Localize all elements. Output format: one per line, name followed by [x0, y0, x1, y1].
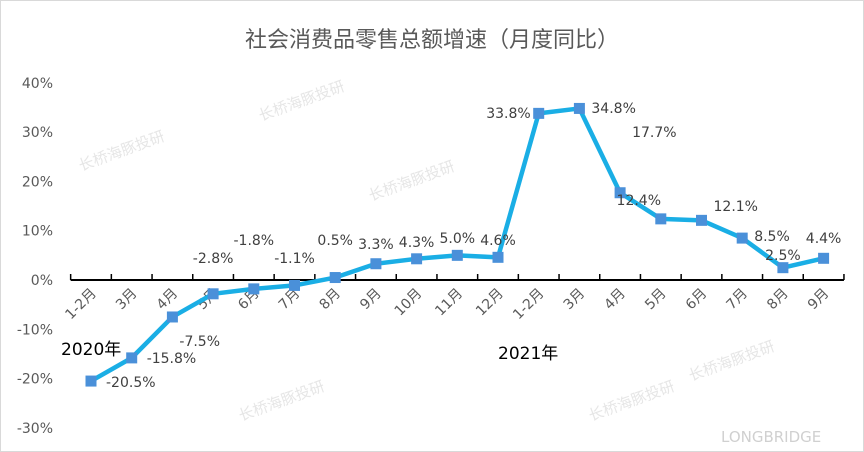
data-point	[573, 102, 585, 114]
y-tick-label: -30%	[17, 421, 53, 437]
data-label: 4.3%	[399, 235, 435, 251]
year-label-2021: 2021年	[498, 344, 558, 364]
y-tick-label: -20%	[17, 372, 53, 388]
y-axis: -30% -20% -10% 0% 10% 20% 30% 40%	[17, 76, 53, 437]
data-point	[411, 253, 423, 265]
y-tick-label: 40%	[22, 76, 53, 92]
y-tick-label: 0%	[31, 273, 53, 289]
y-tick-label: -10%	[17, 322, 53, 338]
data-point	[370, 258, 382, 270]
x-tick-label: 3月	[561, 286, 589, 314]
data-label: -1.1%	[274, 251, 315, 267]
data-label: 2.5%	[765, 248, 801, 264]
x-tick-label: 4月	[601, 286, 629, 314]
x-tick-label: 3月	[113, 286, 141, 314]
x-tick-label: 5月	[642, 286, 670, 314]
x-tick-label: 4月	[154, 286, 182, 314]
data-point	[696, 214, 707, 226]
x-axis: 1-2月3月4月5月6月7月8月9月10月11月12月1-2月3月4月5月6月7…	[62, 274, 845, 323]
data-label: 5.0%	[440, 231, 476, 247]
data-label: 4.4%	[806, 231, 842, 247]
x-tick-label: 6月	[683, 286, 711, 314]
data-point	[248, 283, 260, 295]
data-point	[85, 375, 97, 387]
data-label: 33.8%	[486, 106, 530, 122]
data-point	[207, 288, 219, 300]
x-tick-label: 10月	[392, 286, 426, 320]
x-tick-label: 11月	[432, 286, 466, 320]
data-label: -1.8%	[233, 233, 274, 249]
y-tick-label: 30%	[22, 125, 53, 141]
data-label: 0.5%	[317, 233, 353, 249]
data-point	[655, 213, 667, 225]
data-point	[126, 352, 138, 364]
watermark-text: 长桥海豚投研	[256, 77, 347, 125]
watermark-text: 长桥海豚投研	[586, 377, 677, 425]
data-label: -15.8%	[147, 351, 197, 367]
watermark-text: 长桥海豚投研	[236, 377, 327, 425]
watermark-logo: LONGBRIDGE	[721, 428, 821, 446]
data-label: -7.5%	[179, 334, 220, 350]
data-label: 17.7%	[632, 125, 676, 141]
series	[85, 102, 830, 387]
watermark-text: 长桥海豚投研	[366, 157, 457, 205]
data-label: -20.5%	[106, 375, 156, 391]
data-label: -2.8%	[193, 251, 234, 267]
x-tick-label: 8月	[317, 286, 345, 314]
data-point	[451, 249, 463, 261]
x-tick-label: 1-2月	[510, 286, 547, 323]
data-point	[329, 272, 341, 284]
watermark-text: 长桥海豚投研	[76, 127, 167, 175]
data-label: 4.6%	[480, 233, 516, 249]
data-point	[614, 187, 626, 199]
data-label: 8.5%	[754, 229, 790, 245]
x-tick-label: 8月	[764, 286, 792, 314]
data-labels: -20.5% -15.8%-7.5% -2.8% -1.8%-1.1%0.5% 3.3%…	[106, 101, 841, 391]
data-label: 34.8%	[591, 101, 635, 117]
x-tick-label: 9月	[805, 286, 833, 314]
x-tick-label: 7月	[724, 286, 752, 314]
data-point	[736, 232, 748, 244]
watermark-text: 长桥海豚投研	[686, 337, 777, 385]
data-point	[818, 252, 830, 264]
data-point	[777, 262, 789, 274]
year-label-2020: 2020年	[61, 340, 121, 360]
x-tick-label: 1-2月	[62, 286, 99, 323]
data-label: 12.4%	[617, 193, 661, 209]
data-label: 12.1%	[714, 199, 758, 215]
data-label: 3.3%	[358, 237, 394, 253]
x-tick-label: 12月	[473, 286, 507, 320]
data-point	[533, 107, 545, 119]
y-tick-label: 20%	[22, 174, 53, 190]
data-point	[166, 311, 178, 323]
x-tick-label: 9月	[357, 286, 385, 314]
data-point	[289, 279, 300, 291]
y-tick-label: 10%	[22, 224, 53, 240]
data-point	[492, 251, 504, 263]
chart-title: 社会消费品零售总额增速（月度同比）	[245, 28, 619, 53]
